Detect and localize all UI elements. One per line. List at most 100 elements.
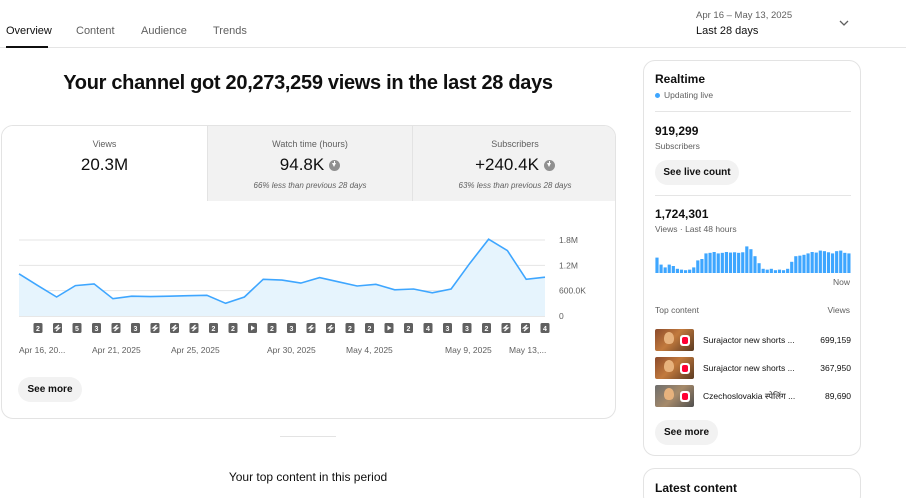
realtime-bar[interactable] xyxy=(822,251,826,273)
realtime-bar[interactable] xyxy=(773,270,777,273)
upload-marker xyxy=(267,323,277,333)
realtime-bar[interactable] xyxy=(753,256,757,273)
realtime-bar[interactable] xyxy=(688,269,692,273)
see-live-count-button[interactable]: See live count xyxy=(655,160,739,185)
live-status-text: Updating live xyxy=(664,90,714,100)
metric-tab-watch-time[interactable]: Watch time (hours) 94.8K 66% less than p… xyxy=(207,126,412,201)
tab-trends[interactable]: Trends xyxy=(213,25,247,37)
shorts-icon xyxy=(307,324,315,332)
realtime-bar[interactable] xyxy=(692,267,696,273)
realtime-bar[interactable] xyxy=(704,253,708,273)
overview-card: Views 20.3M Watch time (hours) 94.8K 66%… xyxy=(1,125,616,419)
metric-label: Watch time (hours) xyxy=(272,139,348,149)
realtime-bar[interactable] xyxy=(761,268,765,273)
realtime-bar[interactable] xyxy=(810,252,814,273)
upload-marker xyxy=(404,323,413,333)
upload-count: 3 xyxy=(446,326,450,333)
upload-count: 2 xyxy=(348,326,352,333)
realtime-bar[interactable] xyxy=(732,252,737,273)
x-tick-label: Apr 30, 2025 xyxy=(267,345,316,355)
upload-count: 3 xyxy=(134,326,138,333)
realtime-bar[interactable] xyxy=(843,252,847,273)
realtime-bar[interactable] xyxy=(724,252,728,273)
realtime-bar[interactable] xyxy=(826,252,831,273)
realtime-bar[interactable] xyxy=(769,268,773,273)
shorts-icon xyxy=(680,335,690,346)
views-line xyxy=(18,238,546,305)
realtime-bar[interactable] xyxy=(806,253,810,273)
realtime-bar[interactable] xyxy=(757,263,761,273)
realtime-bar[interactable] xyxy=(839,250,843,273)
metric-tab-subscribers[interactable]: Subscribers +240.4K 63% less than previo… xyxy=(412,126,615,201)
realtime-bar[interactable] xyxy=(728,252,733,273)
realtime-bar[interactable] xyxy=(659,264,663,273)
realtime-bar[interactable] xyxy=(814,252,818,273)
x-tick-label: Apr 21, 2025 xyxy=(92,345,141,355)
realtime-bar[interactable] xyxy=(663,267,667,273)
upload-count: 2 xyxy=(212,326,216,333)
list-item[interactable]: Surajactor new shorts ... 367,950 xyxy=(655,357,851,379)
tab-content[interactable]: Content xyxy=(76,25,115,37)
realtime-bar[interactable] xyxy=(683,270,688,273)
realtime-bar[interactable] xyxy=(675,268,679,273)
upload-marker xyxy=(443,323,452,333)
realtime-bar[interactable] xyxy=(794,256,798,273)
date-range-selector[interactable]: Apr 16 – May 13, 2025 Last 28 days xyxy=(696,10,792,37)
upload-marker xyxy=(287,323,296,333)
metric-tab-views[interactable]: Views 20.3M xyxy=(2,126,207,201)
tab-overview[interactable]: Overview xyxy=(6,25,52,37)
realtime-bar[interactable] xyxy=(790,261,794,273)
shorts-icon xyxy=(151,324,159,332)
list-item[interactable]: Czechoslovakia स्पेलिंग ... 89,690 xyxy=(655,385,851,407)
realtime-bar[interactable] xyxy=(720,252,724,273)
realtime-bar[interactable] xyxy=(786,268,790,273)
realtime-bar[interactable] xyxy=(847,253,851,273)
realtime-bar[interactable] xyxy=(830,253,835,273)
realtime-bar[interactable] xyxy=(777,269,782,273)
tab-audience[interactable]: Audience xyxy=(141,25,187,37)
x-tick-label: May 9, 2025 xyxy=(445,345,492,355)
realtime-views-value: 1,724,301 xyxy=(655,207,709,221)
realtime-bar[interactable] xyxy=(741,252,745,273)
realtime-bar[interactable] xyxy=(765,269,769,273)
list-item[interactable]: Surajactor new shorts ... 699,159 xyxy=(655,329,851,351)
realtime-bar[interactable] xyxy=(716,253,720,273)
top-content-label: Top content xyxy=(655,305,699,315)
top-content-heading: Your top content in this period xyxy=(228,470,388,484)
realtime-bar[interactable] xyxy=(818,250,822,273)
realtime-bar[interactable] xyxy=(737,252,741,273)
upload-count: 3 xyxy=(290,326,294,333)
section-divider xyxy=(280,436,336,437)
realtime-bar[interactable] xyxy=(708,252,712,273)
realtime-bar[interactable] xyxy=(781,270,786,273)
realtime-bar[interactable] xyxy=(679,269,684,273)
upload-count: 2 xyxy=(36,326,40,333)
realtime-bar[interactable] xyxy=(835,251,839,273)
realtime-bar[interactable] xyxy=(712,252,716,273)
upload-marker xyxy=(72,323,82,333)
realtime-bar[interactable] xyxy=(749,249,753,273)
views-chart[interactable]: 1.8M 1.2M 600.0K 0 2 5 3 3 2 2 2 3 2 2 2 4 3 3 2 4 Apr 16, 2… xyxy=(2,126,616,419)
realtime-bar[interactable] xyxy=(667,264,671,273)
realtime-views-bars[interactable] xyxy=(655,241,851,273)
realtime-bar[interactable] xyxy=(802,254,806,273)
metric-label: Subscribers xyxy=(491,139,539,149)
date-range-dates: Apr 16 – May 13, 2025 xyxy=(696,10,793,21)
x-tick-label: May 4, 2025 xyxy=(346,345,393,355)
realtime-bar[interactable] xyxy=(655,257,659,273)
video-views: 367,950 xyxy=(820,363,851,373)
realtime-bar[interactable] xyxy=(745,246,749,273)
play-icon xyxy=(387,325,392,331)
metric-value: 20.3M xyxy=(80,155,129,174)
realtime-bar[interactable] xyxy=(696,260,700,273)
video-thumbnail xyxy=(655,385,694,407)
page-headline: Your channel got 20,273,259 views in the… xyxy=(63,72,553,94)
shorts-icon xyxy=(170,324,179,332)
chevron-down-icon[interactable] xyxy=(838,17,850,29)
live-dot-icon xyxy=(655,92,660,98)
realtime-bar[interactable] xyxy=(700,259,704,273)
realtime-bar[interactable] xyxy=(798,255,802,273)
realtime-see-more-button[interactable]: See more xyxy=(655,420,718,445)
realtime-bar[interactable] xyxy=(671,266,675,273)
see-more-button[interactable]: See more xyxy=(18,377,82,402)
